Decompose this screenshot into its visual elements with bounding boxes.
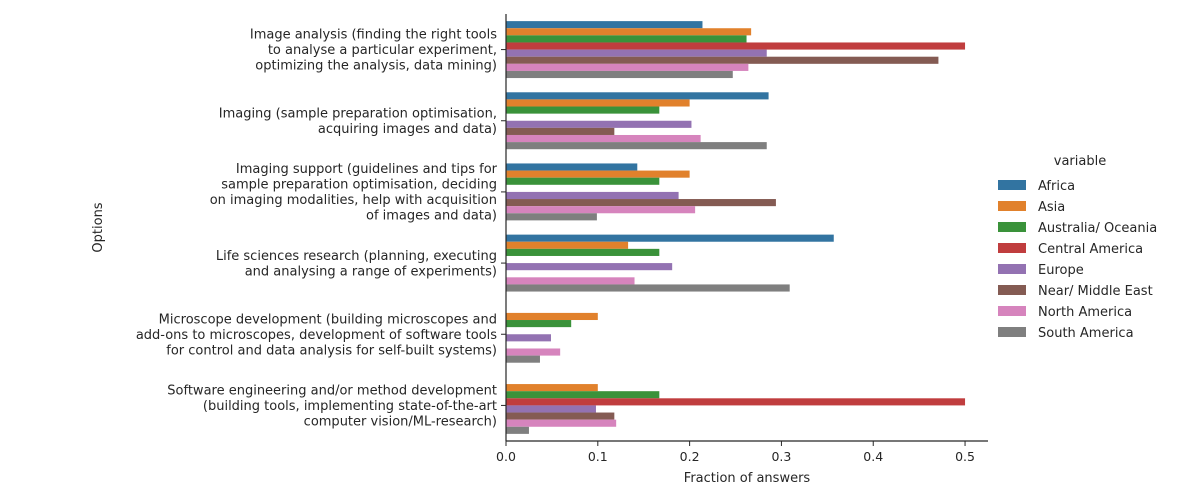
legend-swatch [998, 306, 1026, 316]
bar-north-america-2 [506, 206, 696, 214]
bar-asia-5 [506, 384, 598, 392]
legend-label: Central America [1038, 242, 1143, 257]
bar-asia-3 [506, 241, 629, 249]
bar-south-america-2 [506, 213, 597, 221]
legend-label: Africa [1038, 179, 1075, 194]
bar-south-america-1 [506, 142, 767, 150]
bar-australia-oceania-5 [506, 391, 660, 399]
category-label: Life sciences research (planning, execut… [216, 249, 497, 264]
legend-title: variable [1054, 154, 1106, 169]
category-label: computer vision/ML-research) [304, 414, 497, 429]
bar-asia-1 [506, 99, 690, 107]
bar-europe-0 [506, 49, 767, 57]
category-label: of images and data) [366, 209, 497, 224]
bar-europe-1 [506, 120, 692, 128]
category-label: Image analysis (finding the right tools [250, 28, 497, 43]
bar-australia-oceania-0 [506, 35, 747, 43]
bar-asia-2 [506, 170, 690, 178]
bar-australia-oceania-4 [506, 320, 572, 328]
legend-label: Near/ Middle East [1038, 284, 1153, 299]
legend-swatch [998, 222, 1026, 232]
legend-swatch [998, 243, 1026, 253]
bar-near-middle-east-2 [506, 199, 776, 207]
bar-near-middle-east-1 [506, 127, 615, 135]
x-axis-title: Fraction of answers [684, 471, 811, 486]
bar-europe-5 [506, 405, 596, 413]
bar-africa-2 [506, 163, 638, 171]
legend-label: North America [1038, 305, 1132, 320]
bar-near-middle-east-5 [506, 412, 615, 420]
bar-africa-0 [506, 21, 703, 29]
legend: variable Africa Asia Australia/ Oceania Cent… [998, 154, 1157, 341]
bar-north-america-3 [506, 277, 635, 285]
bar-north-america-5 [506, 419, 617, 427]
bar-north-america-0 [506, 63, 749, 71]
legend-label: Europe [1038, 263, 1084, 278]
x-tick-label: 0.2 [680, 449, 700, 464]
bar-south-america-0 [506, 70, 733, 79]
bar-africa-1 [506, 92, 769, 100]
category-label: optimizing the analysis, data mining) [255, 59, 497, 74]
category-label: for control and data analysis for self-b… [166, 343, 497, 358]
legend-swatch [998, 285, 1026, 295]
bar-near-middle-east-0 [506, 56, 939, 64]
category-label: sample preparation optimisation, decidin… [221, 178, 497, 193]
x-tick-label: 0.0 [496, 449, 516, 464]
bar-asia-4 [506, 312, 598, 321]
legend-swatch [998, 264, 1026, 274]
bar-central-america-0 [506, 42, 966, 50]
category-label: Imaging (sample preparation optimisation… [219, 107, 497, 122]
bar-australia-oceania-3 [506, 248, 660, 256]
bar-south-america-3 [506, 284, 790, 292]
bar-south-america-5 [506, 426, 529, 434]
category-label: acquiring images and data) [318, 122, 497, 137]
y-axis-title: Options [91, 202, 106, 252]
bar-europe-3 [506, 263, 673, 271]
x-tick-label: 0.3 [771, 449, 791, 464]
category-label: to analyse a particular experiment, [268, 43, 497, 58]
category-label: Software engineering and/or method devel… [167, 383, 497, 398]
x-tick-label: 0.1 [588, 449, 608, 464]
legend-swatch [998, 201, 1026, 211]
legend-swatch [998, 327, 1026, 337]
category-label: and analysing a range of experiments) [245, 264, 497, 279]
x-tick-label: 0.4 [863, 449, 883, 464]
bars-layer [506, 21, 966, 434]
bar-north-america-1 [506, 134, 701, 143]
category-label: on imaging modalities, help with acquisi… [210, 193, 497, 208]
x-tick-label: 0.5 [955, 449, 975, 464]
bar-africa-3 [506, 234, 834, 242]
legend-label: Asia [1038, 200, 1065, 215]
bar-north-america-4 [506, 348, 561, 356]
bar-central-america-5 [506, 398, 966, 406]
category-label: (building tools, implementing state-of-t… [203, 399, 497, 414]
axes-layer: 0.0 0.1 0.2 0.3 0.4 0.5 Image analysis (findin… [91, 14, 988, 486]
bar-australia-oceania-1 [506, 106, 660, 114]
category-label: add-ons to microscopes, development of s… [136, 328, 497, 343]
bar-europe-4 [506, 334, 551, 342]
bar-europe-2 [506, 191, 679, 200]
legend-label: Australia/ Oceania [1038, 221, 1157, 236]
legend-swatch [998, 180, 1026, 190]
bar-australia-oceania-2 [506, 177, 660, 185]
category-label: Microscope development (building microsc… [159, 312, 497, 327]
bar-south-america-4 [506, 355, 540, 363]
category-label: Imaging support (guidelines and tips for [236, 162, 498, 177]
bar-asia-0 [506, 28, 752, 36]
legend-label: South America [1038, 326, 1134, 341]
